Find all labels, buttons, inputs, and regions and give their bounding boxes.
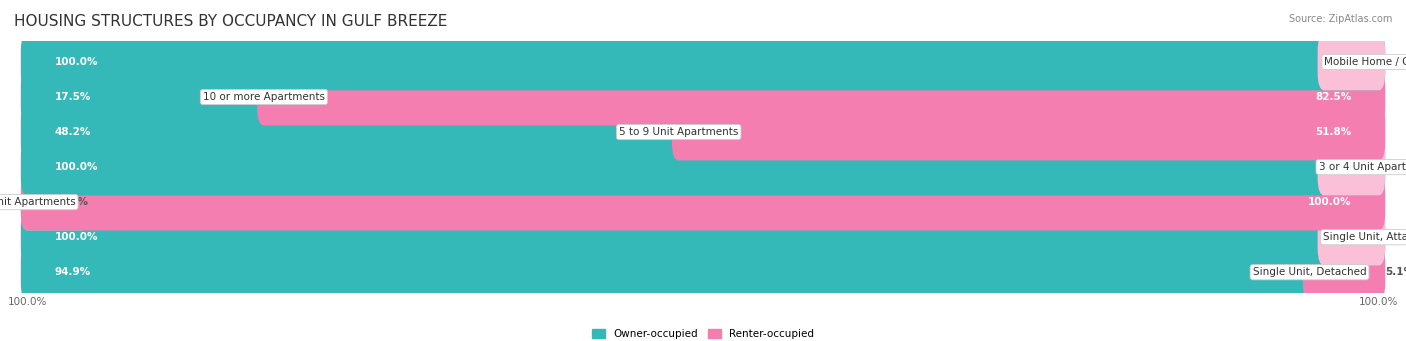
Text: 51.8%: 51.8%: [1315, 127, 1351, 137]
Text: 0.0%: 0.0%: [59, 197, 89, 207]
FancyBboxPatch shape: [21, 174, 1385, 231]
FancyBboxPatch shape: [21, 209, 1385, 266]
Text: 0.0%: 0.0%: [1385, 162, 1406, 172]
Text: 3 or 4 Unit Apartments: 3 or 4 Unit Apartments: [1319, 162, 1406, 172]
FancyBboxPatch shape: [21, 69, 271, 125]
Text: 100.0%: 100.0%: [1308, 197, 1351, 207]
Text: 0.0%: 0.0%: [1385, 232, 1406, 242]
FancyBboxPatch shape: [21, 174, 89, 231]
FancyBboxPatch shape: [28, 45, 1378, 78]
Text: 17.5%: 17.5%: [55, 92, 91, 102]
FancyBboxPatch shape: [28, 116, 1378, 149]
FancyBboxPatch shape: [21, 104, 686, 160]
FancyBboxPatch shape: [672, 104, 1385, 160]
FancyBboxPatch shape: [21, 139, 1385, 195]
Text: 5.1%: 5.1%: [1385, 267, 1406, 277]
FancyBboxPatch shape: [1317, 139, 1385, 195]
Text: Single Unit, Attached: Single Unit, Attached: [1323, 232, 1406, 242]
Text: HOUSING STRUCTURES BY OCCUPANCY IN GULF BREEZE: HOUSING STRUCTURES BY OCCUPANCY IN GULF …: [14, 14, 447, 29]
FancyBboxPatch shape: [1317, 33, 1385, 90]
Text: Mobile Home / Other: Mobile Home / Other: [1324, 57, 1406, 67]
FancyBboxPatch shape: [257, 69, 1385, 125]
Text: 2 Unit Apartments: 2 Unit Apartments: [0, 197, 76, 207]
Legend: Owner-occupied, Renter-occupied: Owner-occupied, Renter-occupied: [588, 325, 818, 341]
Text: 48.2%: 48.2%: [55, 127, 91, 137]
FancyBboxPatch shape: [28, 80, 1378, 114]
Text: 100.0%: 100.0%: [55, 57, 98, 67]
FancyBboxPatch shape: [28, 221, 1378, 254]
Text: Source: ZipAtlas.com: Source: ZipAtlas.com: [1288, 14, 1392, 24]
Text: 5 to 9 Unit Apartments: 5 to 9 Unit Apartments: [619, 127, 738, 137]
FancyBboxPatch shape: [1317, 209, 1385, 266]
Text: 100.0%: 100.0%: [55, 232, 98, 242]
FancyBboxPatch shape: [21, 33, 1385, 90]
Text: 100.0%: 100.0%: [55, 162, 98, 172]
FancyBboxPatch shape: [21, 244, 1316, 301]
Text: Single Unit, Detached: Single Unit, Detached: [1253, 267, 1367, 277]
FancyBboxPatch shape: [28, 186, 1378, 219]
FancyBboxPatch shape: [28, 151, 1378, 183]
FancyBboxPatch shape: [1303, 244, 1385, 301]
Text: 82.5%: 82.5%: [1315, 92, 1351, 102]
FancyBboxPatch shape: [28, 256, 1378, 289]
Text: 10 or more Apartments: 10 or more Apartments: [202, 92, 325, 102]
Text: 94.9%: 94.9%: [55, 267, 91, 277]
Text: 0.0%: 0.0%: [1385, 57, 1406, 67]
